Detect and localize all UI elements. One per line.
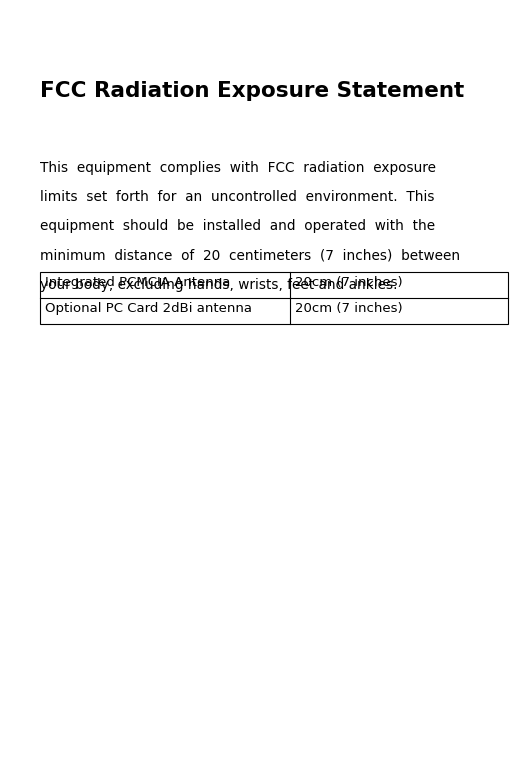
Text: your body, excluding hands, wrists, feet and ankles.: your body, excluding hands, wrists, feet… [40,278,397,291]
Text: minimum  distance  of  20  centimeters  (7  inches)  between: minimum distance of 20 centimeters (7 in… [40,249,460,262]
Text: FCC Radiation Exposure Statement: FCC Radiation Exposure Statement [40,81,464,100]
Text: Integrated PCMCIA Antenna: Integrated PCMCIA Antenna [45,276,230,289]
Text: This  equipment  complies  with  FCC  radiation  exposure: This equipment complies with FCC radiati… [40,161,436,175]
Text: 20cm (7 inches): 20cm (7 inches) [295,302,403,315]
Text: Optional PC Card 2dBi antenna: Optional PC Card 2dBi antenna [45,302,252,315]
Text: limits  set  forth  for  an  uncontrolled  environment.  This: limits set forth for an uncontrolled env… [40,190,435,204]
Text: 20cm (7 inches): 20cm (7 inches) [295,276,403,289]
Text: equipment  should  be  installed  and  operated  with  the: equipment should be installed and operat… [40,219,435,233]
Bar [40,272,508,324]
